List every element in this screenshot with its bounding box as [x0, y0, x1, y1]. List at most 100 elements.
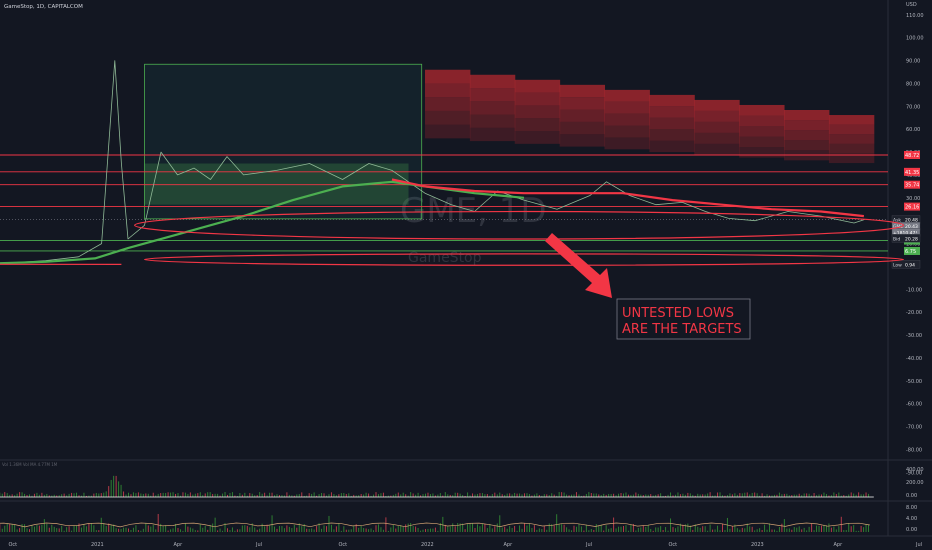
- osc-bar: [811, 523, 813, 532]
- osc-bar: [630, 525, 632, 532]
- volume-bar: [761, 493, 763, 497]
- osc-bar: [848, 523, 850, 532]
- osc-bar: [365, 528, 367, 532]
- volume-bar: [714, 495, 716, 497]
- volume-bar: [437, 494, 439, 497]
- osc-bar: [380, 527, 382, 532]
- volume-bar: [266, 495, 268, 497]
- volume-bar: [219, 495, 221, 497]
- price-axis-tick: -80.00: [906, 447, 922, 453]
- volume-bar: [531, 495, 533, 497]
- osc-bar: [363, 528, 365, 532]
- volume-bar: [830, 495, 832, 497]
- volume-bar: [679, 494, 681, 497]
- osc-bar: [6, 523, 8, 532]
- osc-bar: [397, 526, 399, 532]
- volume-bar: [462, 495, 464, 497]
- osc-bar: [271, 515, 273, 532]
- osc-bar: [115, 528, 117, 532]
- volume-bar: [736, 494, 738, 497]
- osc-bar: [249, 527, 251, 532]
- price-tag-value: 20.43: [905, 224, 918, 230]
- osc-bar: [821, 525, 822, 532]
- osc-bar: [66, 527, 68, 532]
- price-axis-tick: 80.00: [906, 81, 920, 87]
- osc-bar: [286, 525, 288, 532]
- volume-bar: [771, 495, 773, 497]
- osc-bar: [402, 526, 404, 532]
- volume-bar: [239, 493, 241, 497]
- volume-bar: [660, 493, 662, 497]
- volume-bar: [838, 492, 840, 497]
- price-axis-tick: -40.00: [906, 356, 922, 362]
- volume-bar: [313, 492, 315, 497]
- price-tag-prefix: Ask: [893, 218, 901, 224]
- volume-bar: [623, 493, 624, 497]
- volume-bar: [105, 491, 107, 497]
- osc-bar: [749, 526, 751, 532]
- volume-bar: [459, 493, 461, 497]
- osc-bar: [410, 523, 412, 532]
- volume-bar: [370, 495, 372, 497]
- volume-bar: [684, 494, 686, 497]
- osc-bar: [719, 530, 721, 532]
- volume-bar: [670, 492, 672, 497]
- osc-bar: [335, 526, 337, 532]
- volume-bar: [474, 494, 476, 497]
- osc-bar: [256, 529, 258, 532]
- volume-bar: [464, 495, 466, 497]
- volume-bar: [392, 494, 394, 497]
- volume-bar: [514, 492, 516, 497]
- projection-band: [469, 127, 516, 142]
- osc-bar: [590, 528, 592, 532]
- osc-bar: [293, 524, 295, 532]
- volume-bar: [303, 495, 305, 497]
- osc-bar: [212, 523, 214, 532]
- osc-bar: [845, 530, 847, 532]
- volume-bar: [764, 495, 766, 497]
- volume-bar: [610, 493, 612, 497]
- volume-bar: [816, 495, 818, 497]
- osc-bar: [177, 528, 179, 532]
- osc-bar: [679, 523, 681, 532]
- volume-bar: [380, 493, 382, 497]
- volume-bar: [608, 493, 610, 497]
- osc-bar: [744, 528, 746, 532]
- volume-bar: [291, 495, 293, 497]
- osc-bar: [417, 527, 419, 532]
- osc-bar: [543, 525, 545, 532]
- osc-bar: [583, 530, 585, 532]
- volume-bar: [657, 494, 659, 497]
- price-series: [0, 60, 865, 264]
- projection-band: [604, 137, 650, 150]
- volume-bar: [308, 493, 310, 497]
- price-axis-tick: -20.00: [906, 310, 922, 316]
- volume-bar: [868, 493, 870, 497]
- osc-bar: [353, 525, 355, 532]
- volume-bar: [100, 493, 102, 497]
- volume-bar: [165, 492, 167, 497]
- volume-bar: [261, 493, 263, 497]
- volume-bar: [444, 492, 446, 497]
- volume-bar: [21, 492, 23, 497]
- volume-bar: [217, 493, 219, 497]
- volume-bar: [593, 493, 595, 497]
- osc-bar: [699, 527, 701, 532]
- volume-bar: [192, 494, 194, 497]
- annotation-text-1: UNTESTED LOWS: [622, 306, 734, 321]
- volume-bar: [128, 492, 129, 497]
- volume-bar: [501, 494, 503, 497]
- volume-bar: [528, 494, 530, 497]
- volume-bar: [712, 495, 714, 497]
- osc-bar: [85, 526, 87, 532]
- volume-bar: [33, 493, 35, 497]
- price-axis-tick: 110.00: [906, 13, 924, 19]
- osc-bar: [528, 523, 530, 532]
- osc-bar: [667, 530, 669, 532]
- volume-bar: [806, 493, 808, 497]
- osc-bar: [189, 527, 191, 532]
- osc-bar: [481, 523, 483, 532]
- projection-band: [694, 143, 740, 155]
- volume-bar: [326, 495, 327, 497]
